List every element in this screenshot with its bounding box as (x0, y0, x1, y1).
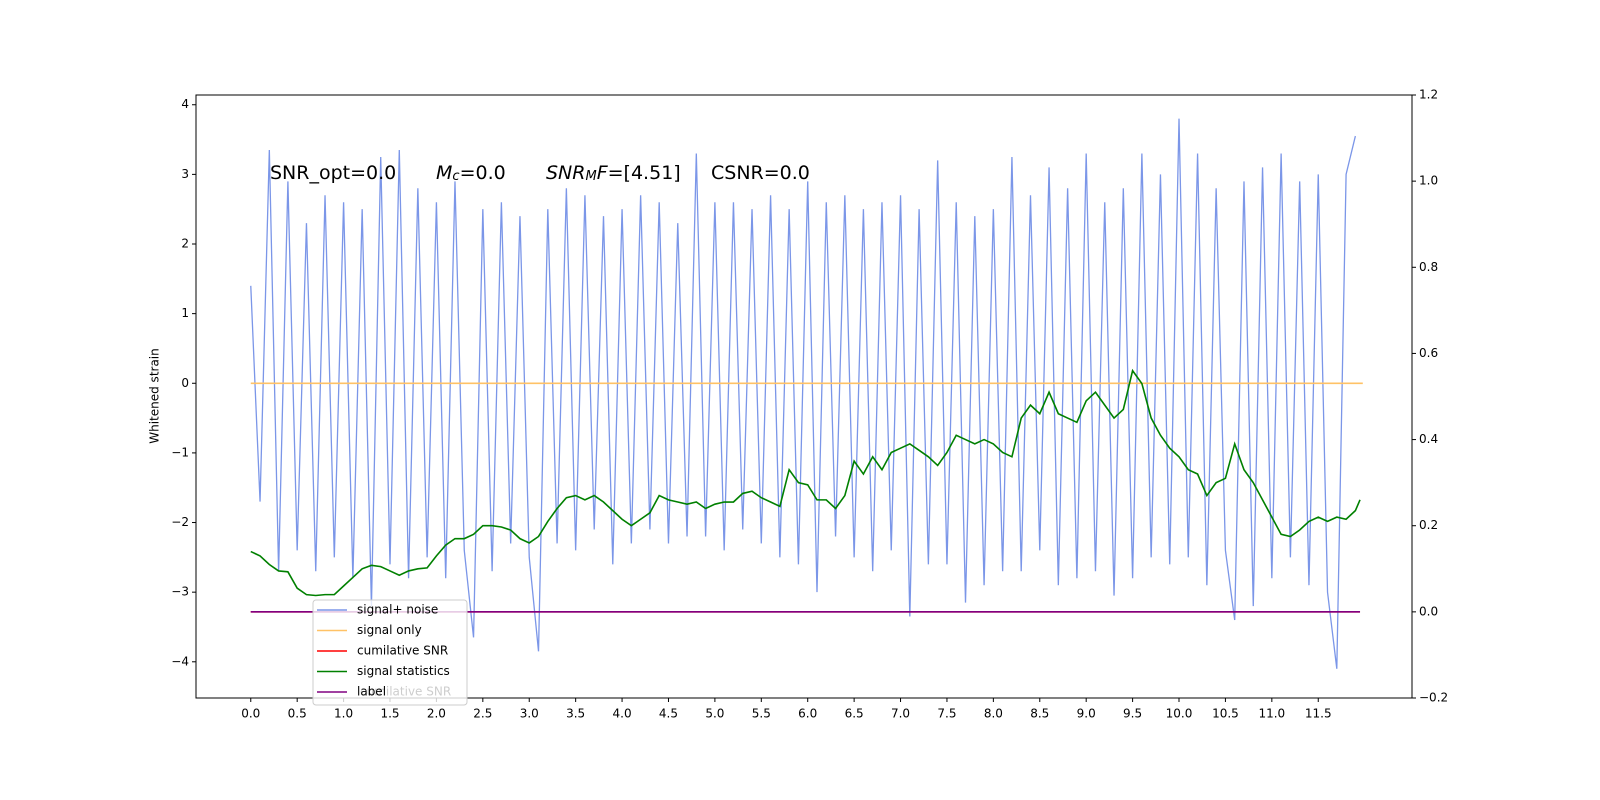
legend-box (312, 599, 468, 706)
stat-text: CSNR=0.0 (711, 162, 810, 184)
y2-tick-label: 0.8 (1419, 260, 1438, 274)
stat-text: SNR_opt=0.0 (270, 162, 396, 184)
y-tick-label: 3 (181, 167, 189, 181)
stat-segment: M (585, 169, 596, 184)
series-line (250, 368, 1361, 597)
legend-label: cumilative SNR (357, 644, 448, 658)
y2-tick-label: −0.2 (1419, 691, 1448, 705)
stat-segment: =0.0 (460, 162, 506, 184)
x-tick-label: 11.0 (1258, 707, 1285, 721)
x-tick-label: 2.5 (473, 707, 492, 721)
stat-segment: M (436, 162, 452, 184)
x-tick-label: 6.5 (845, 707, 864, 721)
x-tick-label: 0.0 (241, 707, 260, 721)
stat-segment: SNR (546, 162, 585, 184)
x-tick-label: 2.0 (427, 707, 446, 721)
y-axis-label: Whitened strain (148, 348, 162, 444)
y-tick-label: 2 (181, 237, 189, 251)
x-tick-label: 8.0 (984, 707, 1003, 721)
stat-segment: F (597, 162, 609, 184)
x-tick-label: 1.5 (380, 707, 399, 721)
x-tick-label: 7.5 (937, 707, 956, 721)
y2-tick-label: 0.4 (1419, 432, 1438, 446)
stat-segment: c (452, 169, 459, 184)
y2-tick-label: 0.2 (1419, 518, 1438, 532)
x-tick-label: 4.5 (659, 707, 678, 721)
x-tick-label: 8.5 (1030, 707, 1049, 721)
series-line (250, 118, 1357, 669)
x-tick-label: 0.5 (288, 707, 307, 721)
legend-label: signal+ noise (357, 603, 438, 617)
stat-segment: =[4.51] (608, 162, 681, 184)
stat-text: SNRMF=[4.51] (546, 162, 681, 184)
legend-label: signal statistics (357, 664, 450, 678)
x-tick-label: 6.0 (798, 707, 817, 721)
plot-frame (195, 94, 1413, 699)
stat-segment: CSNR=0.0 (711, 162, 810, 184)
y2-tick-label: 1.0 (1419, 174, 1438, 188)
stat-segment: SNR_opt=0.0 (270, 162, 396, 184)
x-tick-label: 9.5 (1123, 707, 1142, 721)
x-tick-label: 4.0 (613, 707, 632, 721)
x-tick-label: 9.0 (1077, 707, 1096, 721)
y-tick-label: 4 (181, 97, 189, 111)
y2-tick-label: 0.6 (1419, 346, 1438, 360)
x-tick-label: 3.0 (520, 707, 539, 721)
x-tick-label: 7.0 (891, 707, 910, 721)
x-tick-label: 5.5 (752, 707, 771, 721)
y2-tick-label: 1.2 (1419, 88, 1438, 102)
y-tick-label: 1 (181, 306, 189, 320)
stat-text: Mc=0.0 (436, 162, 506, 184)
x-tick-label: 10.0 (1166, 707, 1193, 721)
y-tick-label: −4 (171, 654, 189, 668)
legend-label: label (357, 685, 386, 699)
y-tick-label: 0 (181, 376, 189, 390)
x-tick-label: 1.0 (334, 707, 353, 721)
x-tick-label: 3.5 (566, 707, 585, 721)
y-tick-label: −2 (171, 515, 189, 529)
y2-tick-label: 0.0 (1419, 604, 1438, 618)
x-tick-label: 10.5 (1212, 707, 1239, 721)
legend-label: signal only (357, 623, 422, 637)
x-tick-label: 11.5 (1305, 707, 1332, 721)
y-tick-label: −3 (171, 585, 189, 599)
x-tick-label: 5.0 (705, 707, 724, 721)
y-tick-label: −1 (171, 445, 189, 459)
